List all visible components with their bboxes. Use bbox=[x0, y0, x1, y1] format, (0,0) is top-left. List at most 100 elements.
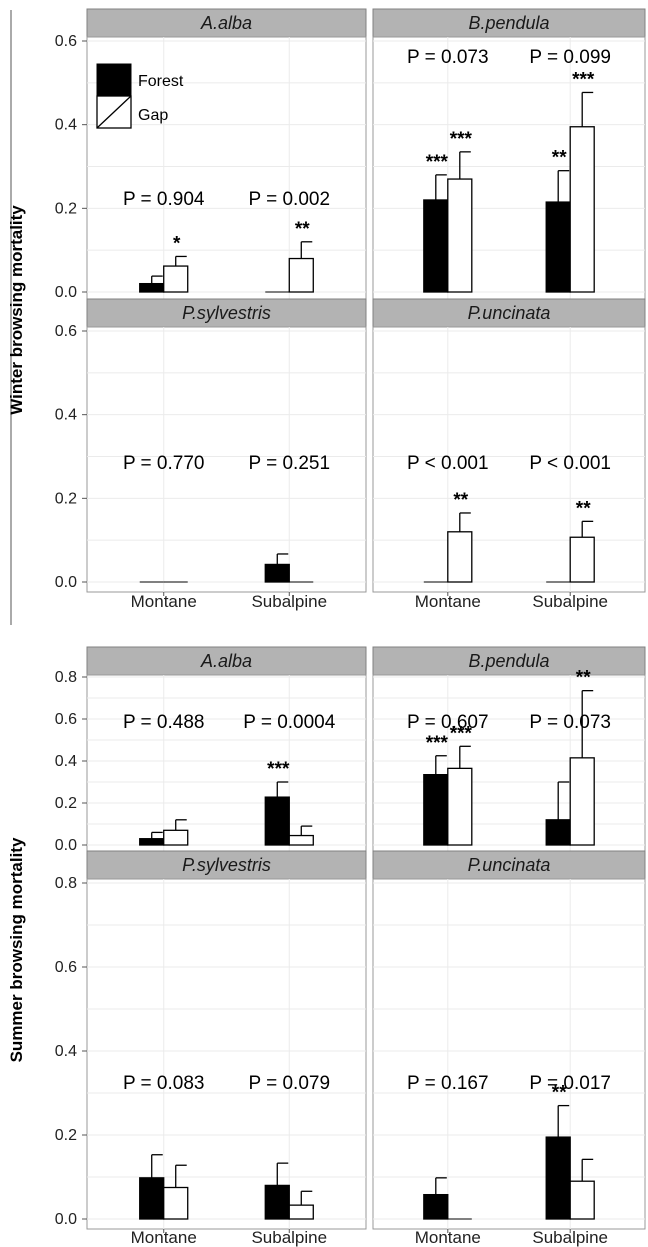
x-tick-label: Montane bbox=[131, 1228, 197, 1247]
significance-stars: * bbox=[173, 233, 181, 254]
bar-gap-montane bbox=[163, 829, 189, 846]
significance-stars: *** bbox=[426, 733, 449, 754]
panel-title: P.sylvestris bbox=[182, 855, 271, 875]
legend: Forest Gap bbox=[96, 63, 184, 129]
bar-gap-subalpine bbox=[569, 1180, 595, 1220]
p-value-label: P = 0.607 bbox=[407, 712, 489, 733]
x-tick-label: Subalpine bbox=[532, 592, 608, 611]
y-tick-label: 0.0 bbox=[55, 837, 77, 854]
panel-title: P.sylvestris bbox=[182, 303, 271, 323]
panel-background bbox=[372, 674, 646, 856]
x-tick-label: Subalpine bbox=[532, 1228, 608, 1247]
bar-gap-subalpine bbox=[288, 834, 314, 846]
y-tick-label: 0.4 bbox=[55, 117, 77, 134]
panel-a-alba: A.alba 0.0 0.2 0.4 0.6 * P = 0.904 ** P = 0.002 F… bbox=[55, 8, 367, 303]
y-tick-label: 0.0 bbox=[55, 284, 77, 301]
bar-forest-subalpine bbox=[545, 201, 571, 293]
p-value-label: P < 0.001 bbox=[529, 453, 611, 474]
panel-background bbox=[372, 878, 646, 1230]
panel-a-alba: A.alba 0.0 0.2 0.4 0.6 0.8 P = 0.488 *** P = 0.0… bbox=[55, 646, 367, 856]
y-tick-label: 0.2 bbox=[55, 795, 77, 812]
panel-p-sylvestris: P.sylvestris 0.0 0.2 0.4 0.6 0.8 P = 0.083 Mont… bbox=[55, 850, 367, 1247]
y-tick-label: 0.8 bbox=[55, 875, 77, 892]
panel-background bbox=[86, 674, 367, 856]
p-value-label: P = 0.017 bbox=[529, 1073, 611, 1094]
significance-stars: ** bbox=[576, 668, 591, 689]
significance-stars: *** bbox=[426, 152, 449, 173]
bar-forest-montane bbox=[423, 1193, 449, 1220]
p-value-label: P = 0.073 bbox=[529, 712, 611, 733]
y-tick-label: 0.4 bbox=[55, 753, 77, 770]
y-tick-label: 0.6 bbox=[55, 33, 77, 50]
bar-forest-subalpine bbox=[545, 819, 571, 846]
p-value-label: P = 0.002 bbox=[249, 189, 331, 210]
panel-p-uncinata: P.uncinata P = 0.167 Montane **P = 0.017 Sub… bbox=[372, 850, 646, 1247]
panel-p-sylvestris: P.sylvestris 0.0 0.2 0.4 0.6 P = 0.770 Montane… bbox=[55, 298, 367, 611]
y-tick-label: 0.2 bbox=[55, 490, 77, 507]
bar-forest-subalpine bbox=[264, 563, 290, 583]
y-tick-label: 0.0 bbox=[55, 574, 77, 591]
significance-stars: ** bbox=[552, 1083, 567, 1104]
panel-title: A.alba bbox=[200, 651, 252, 671]
panel-p-uncinata: P.uncinata ** P < 0.001 Montane ** P < 0.001 S… bbox=[372, 298, 646, 611]
legend-gap-slash bbox=[96, 95, 132, 129]
p-value-label: P = 0.099 bbox=[529, 47, 611, 68]
bar-gap-montane bbox=[447, 767, 473, 846]
bar-gap-montane bbox=[163, 265, 189, 293]
bar-gap-montane bbox=[447, 178, 473, 293]
panel-background bbox=[86, 36, 367, 303]
panel-background bbox=[372, 36, 646, 303]
legend-gap-label: Gap bbox=[138, 107, 168, 124]
bar-forest-montane bbox=[139, 1177, 165, 1220]
panel-background bbox=[86, 326, 367, 593]
panel-b-pendula: B.pendula******P = 0.073*****P = 0.099 bbox=[372, 8, 646, 303]
y-tick-label: 0.6 bbox=[55, 711, 77, 728]
y-axis-title: Summer browsing mortality bbox=[7, 837, 26, 1062]
y-tick-label: 0.2 bbox=[55, 200, 77, 217]
x-tick-label: Montane bbox=[415, 1228, 481, 1247]
panel-title: P.uncinata bbox=[468, 303, 551, 323]
p-value-label: P = 0.251 bbox=[249, 453, 331, 474]
winter-browsing-chart: Winter browsing mortality A.alba 0.0 0.2 0.4… bbox=[7, 8, 646, 625]
significance-stars: ** bbox=[453, 490, 468, 511]
p-value-label: P = 0.079 bbox=[249, 1073, 331, 1094]
bar-gap-subalpine bbox=[569, 126, 595, 293]
p-value-label: P = 0.0004 bbox=[243, 712, 336, 733]
panel-title: P.uncinata bbox=[468, 855, 551, 875]
p-value-label: P < 0.001 bbox=[407, 453, 489, 474]
summer-browsing-chart: Summer browsing mortality A.alba 0.0 0.2 0.4… bbox=[7, 646, 646, 1247]
bar-gap-subalpine bbox=[288, 257, 314, 293]
p-value-label: P = 0.904 bbox=[123, 189, 205, 210]
panel-background bbox=[372, 326, 646, 593]
panel-strip bbox=[86, 850, 367, 880]
y-tick-label: 0.8 bbox=[55, 669, 77, 686]
bar-forest-montane bbox=[139, 282, 165, 293]
bar-forest-montane bbox=[139, 838, 165, 846]
p-value-label: P = 0.167 bbox=[407, 1073, 489, 1094]
panel-background bbox=[86, 878, 367, 1230]
significance-stars: ** bbox=[576, 498, 591, 519]
bar-gap-subalpine bbox=[288, 1204, 314, 1220]
significance-stars: *** bbox=[450, 723, 473, 744]
bar-forest-subalpine bbox=[264, 1184, 290, 1220]
bar-gap-subalpine bbox=[569, 757, 595, 846]
y-tick-label: 0.4 bbox=[55, 1043, 77, 1060]
significance-stars: *** bbox=[572, 69, 595, 90]
legend-forest-label: Forest bbox=[138, 73, 184, 90]
panel-title: B.pendula bbox=[468, 651, 549, 671]
y-tick-label: 0.6 bbox=[55, 959, 77, 976]
bar-gap-montane bbox=[447, 531, 473, 583]
y-tick-label: 0.4 bbox=[55, 407, 77, 424]
x-tick-label: Subalpine bbox=[251, 592, 327, 611]
significance-stars: *** bbox=[267, 759, 290, 780]
y-axis-title: Winter browsing mortality bbox=[7, 205, 26, 415]
bar-forest-montane bbox=[423, 199, 449, 293]
bar-forest-subalpine bbox=[545, 1136, 571, 1220]
bar-forest-subalpine bbox=[264, 796, 290, 846]
panel-title: B.pendula bbox=[468, 13, 549, 33]
significance-stars: ** bbox=[552, 148, 567, 169]
x-tick-label: Montane bbox=[415, 592, 481, 611]
p-value-label: P = 0.488 bbox=[123, 712, 205, 733]
y-tick-label: 0.0 bbox=[55, 1211, 77, 1228]
